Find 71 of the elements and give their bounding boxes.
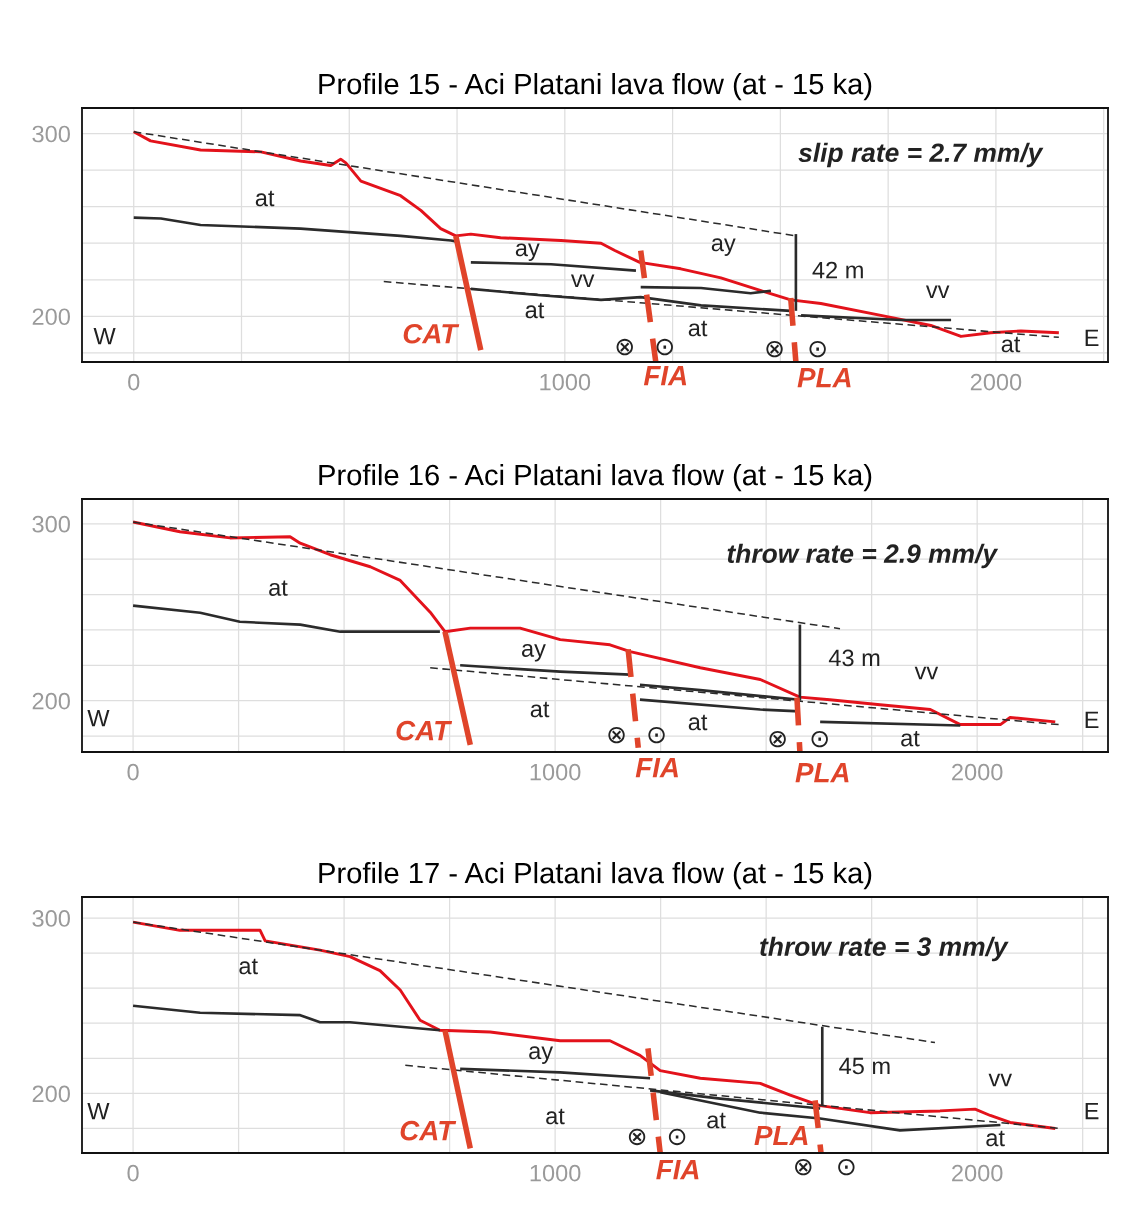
text: FIA	[635, 758, 678, 778]
annotation: ay	[515, 243, 540, 261]
x-tick-label: 0	[128, 373, 140, 391]
text: FIA	[643, 366, 687, 386]
annotation: vv	[570, 274, 595, 288]
y-tick-label: 300	[32, 125, 70, 143]
annotation: ⊙	[811, 730, 828, 748]
annotation: PLA	[754, 1125, 808, 1146]
annotation: ⊗	[628, 1128, 646, 1146]
annotation: throw rate = 2.9 mm/y	[727, 543, 999, 569]
x-tick-label: 2000	[952, 763, 1003, 781]
x-tick-label: 1000	[530, 763, 581, 781]
annotation: ⊙	[656, 338, 673, 356]
x-tick-label: 1000	[530, 1164, 581, 1182]
x-tick-label: 2000	[970, 373, 1022, 391]
annotation: E	[1085, 711, 1099, 728]
annotation: ay	[711, 238, 736, 256]
y-tick-label: 300	[32, 910, 70, 927]
annotation: 42 m	[812, 261, 863, 279]
annotation: ⊙	[648, 726, 665, 744]
annotation: CAT	[400, 1120, 457, 1141]
chart-title: Profile 17 - Aci Platani lava flow (at - 15 ka)	[319, 861, 872, 890]
annotation: at	[546, 1108, 565, 1125]
annotation: at	[688, 714, 708, 731]
annotation: ⊙	[809, 340, 826, 358]
annotation: W	[87, 709, 110, 727]
chart-title: Profile 16 - Aci Platani lava flow (at - 15 ka)	[319, 463, 872, 492]
annotation: at	[530, 701, 550, 718]
annotation: vv	[914, 666, 939, 680]
annotation: ⊗	[608, 726, 625, 744]
annotation: CAT	[403, 323, 460, 344]
x-tick-label: 0	[127, 1164, 139, 1182]
annotation: at	[269, 580, 288, 596]
text: FIA	[656, 1160, 699, 1180]
annotation: W	[93, 327, 116, 345]
annotation: 43 m	[828, 649, 880, 667]
y-tick-label: 200	[32, 692, 70, 710]
annotation: ⊙	[668, 1128, 686, 1146]
annotation: ⊗	[766, 340, 783, 358]
annotation: at	[255, 190, 275, 207]
text: PLA	[795, 763, 849, 783]
chart-title: Profile 15 - Aci Platani lava flow (at - 15 ka)	[319, 72, 872, 101]
annotation: CAT	[396, 720, 453, 741]
annotation: W	[87, 1102, 110, 1120]
annotation: at	[901, 730, 920, 747]
annotation: ay	[529, 1046, 554, 1064]
y-tick-label: 300	[32, 515, 70, 533]
x-tick-label: 2000	[952, 1164, 1003, 1182]
annotation: throw rate = 3 mm/y	[760, 936, 1009, 962]
annotation: 45 m	[839, 1057, 890, 1075]
annotation: ay	[521, 643, 546, 662]
annotation: ⊗	[616, 338, 633, 356]
annotation: at	[688, 320, 708, 337]
y-tick-label: 200	[32, 1085, 70, 1103]
annotation: E	[1085, 329, 1099, 347]
text: ⊙	[838, 1158, 855, 1176]
annotation: at	[986, 1130, 1005, 1147]
annotation: vv	[925, 285, 950, 298]
annotation: E	[1085, 1102, 1099, 1120]
annotation: slip rate = 2.7 mm/y	[798, 142, 1044, 168]
y-tick-label: 200	[32, 308, 70, 326]
annotation: at	[239, 958, 258, 975]
annotation: ⊗	[769, 730, 786, 748]
annotation: vv	[988, 1073, 1012, 1087]
annotation: at	[707, 1112, 726, 1129]
text: ⊗	[795, 1158, 812, 1176]
x-tick-label: 0	[127, 763, 139, 781]
annotation: at	[525, 302, 545, 319]
annotation: at	[1001, 336, 1021, 353]
x-tick-label: 1000	[540, 373, 591, 391]
text: PLA	[797, 368, 851, 388]
